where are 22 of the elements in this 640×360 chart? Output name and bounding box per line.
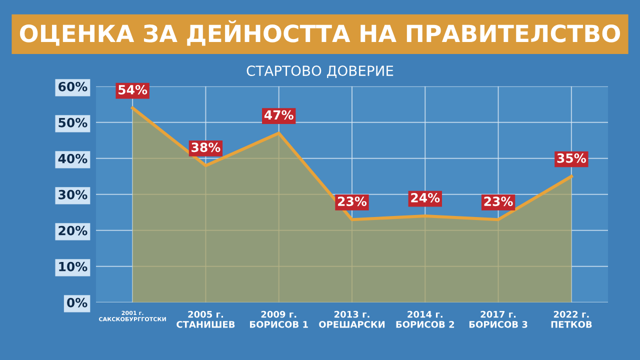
chart-subtitle: СТАРТОВО ДОВЕРИЕ bbox=[246, 66, 394, 78]
x-tick-label: 2017 г. БОРИСОВ 3 bbox=[469, 310, 528, 328]
y-tick-label: 60% bbox=[58, 82, 88, 92]
y-tick-label: 50% bbox=[58, 118, 88, 128]
x-tick-label: 2022 г. ПЕТКОВ bbox=[551, 310, 592, 328]
x-tick-label: 2014 г. БОРИСОВ 2 bbox=[396, 310, 454, 328]
x-tick-label: 2005 г. СТАНИШЕВ bbox=[176, 310, 235, 328]
y-tick-label: 0% bbox=[67, 298, 88, 308]
y-tick-label: 40% bbox=[58, 154, 88, 164]
y-tick-label: 10% bbox=[59, 262, 88, 272]
text: 54% bbox=[118, 85, 148, 94]
text: 35% bbox=[557, 153, 586, 163]
text: 38% bbox=[192, 142, 220, 152]
chart-title: ОЦЕНКА ЗА ДЕЙНОСТТА НА ПРАВИТЕЛСТВО bbox=[20, 20, 620, 46]
text: 23% bbox=[338, 196, 367, 206]
text: 23% bbox=[484, 196, 513, 206]
x-tick-label: 2009 г. БОРИСОВ 1 bbox=[250, 310, 308, 328]
x-tick-label: 2013 г. ОРЕШАРСКИ bbox=[319, 310, 385, 328]
text: 24% bbox=[411, 193, 440, 202]
y-tick-label: 30% bbox=[58, 190, 88, 200]
y-tick-label: 20% bbox=[58, 226, 88, 236]
text: 47% bbox=[264, 110, 294, 120]
